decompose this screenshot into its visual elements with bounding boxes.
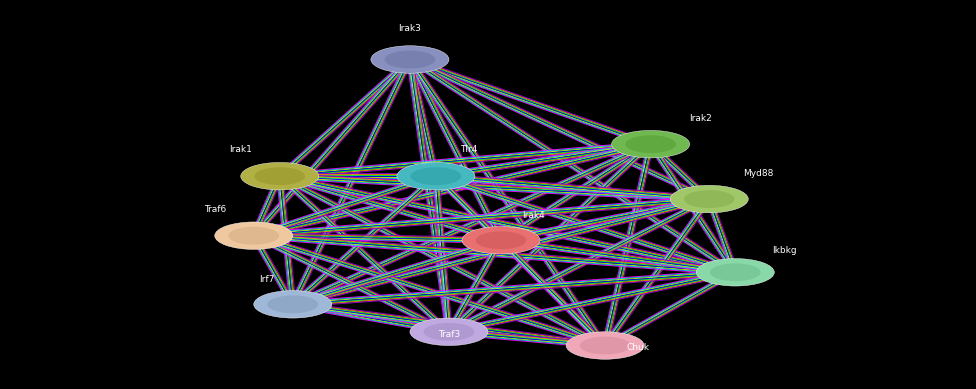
Circle shape xyxy=(397,163,475,190)
Text: Traf3: Traf3 xyxy=(438,329,460,338)
Circle shape xyxy=(410,318,488,345)
Circle shape xyxy=(566,332,644,359)
Text: Irak4: Irak4 xyxy=(522,210,545,220)
Circle shape xyxy=(696,259,774,286)
Circle shape xyxy=(684,190,735,208)
Text: Ikbkg: Ikbkg xyxy=(772,246,797,255)
Circle shape xyxy=(228,227,279,245)
Circle shape xyxy=(254,291,332,318)
Circle shape xyxy=(424,323,474,341)
Circle shape xyxy=(267,295,318,313)
Text: Irak1: Irak1 xyxy=(229,145,252,154)
Circle shape xyxy=(612,130,690,158)
Circle shape xyxy=(626,135,676,153)
Text: Irak3: Irak3 xyxy=(398,24,422,33)
Circle shape xyxy=(255,167,305,185)
Text: Irak2: Irak2 xyxy=(689,114,712,123)
Text: Tlr4: Tlr4 xyxy=(460,145,477,154)
Circle shape xyxy=(241,163,319,190)
Text: Irf7: Irf7 xyxy=(259,275,274,284)
Text: Traf6: Traf6 xyxy=(204,205,225,214)
Circle shape xyxy=(411,167,462,185)
Circle shape xyxy=(462,226,540,254)
Circle shape xyxy=(710,263,760,281)
Circle shape xyxy=(671,185,749,213)
Circle shape xyxy=(371,46,449,73)
Text: Myd88: Myd88 xyxy=(744,169,774,179)
Circle shape xyxy=(580,336,630,354)
Circle shape xyxy=(475,231,526,249)
Circle shape xyxy=(385,51,435,68)
Text: Chuk: Chuk xyxy=(627,343,649,352)
Circle shape xyxy=(215,222,293,249)
